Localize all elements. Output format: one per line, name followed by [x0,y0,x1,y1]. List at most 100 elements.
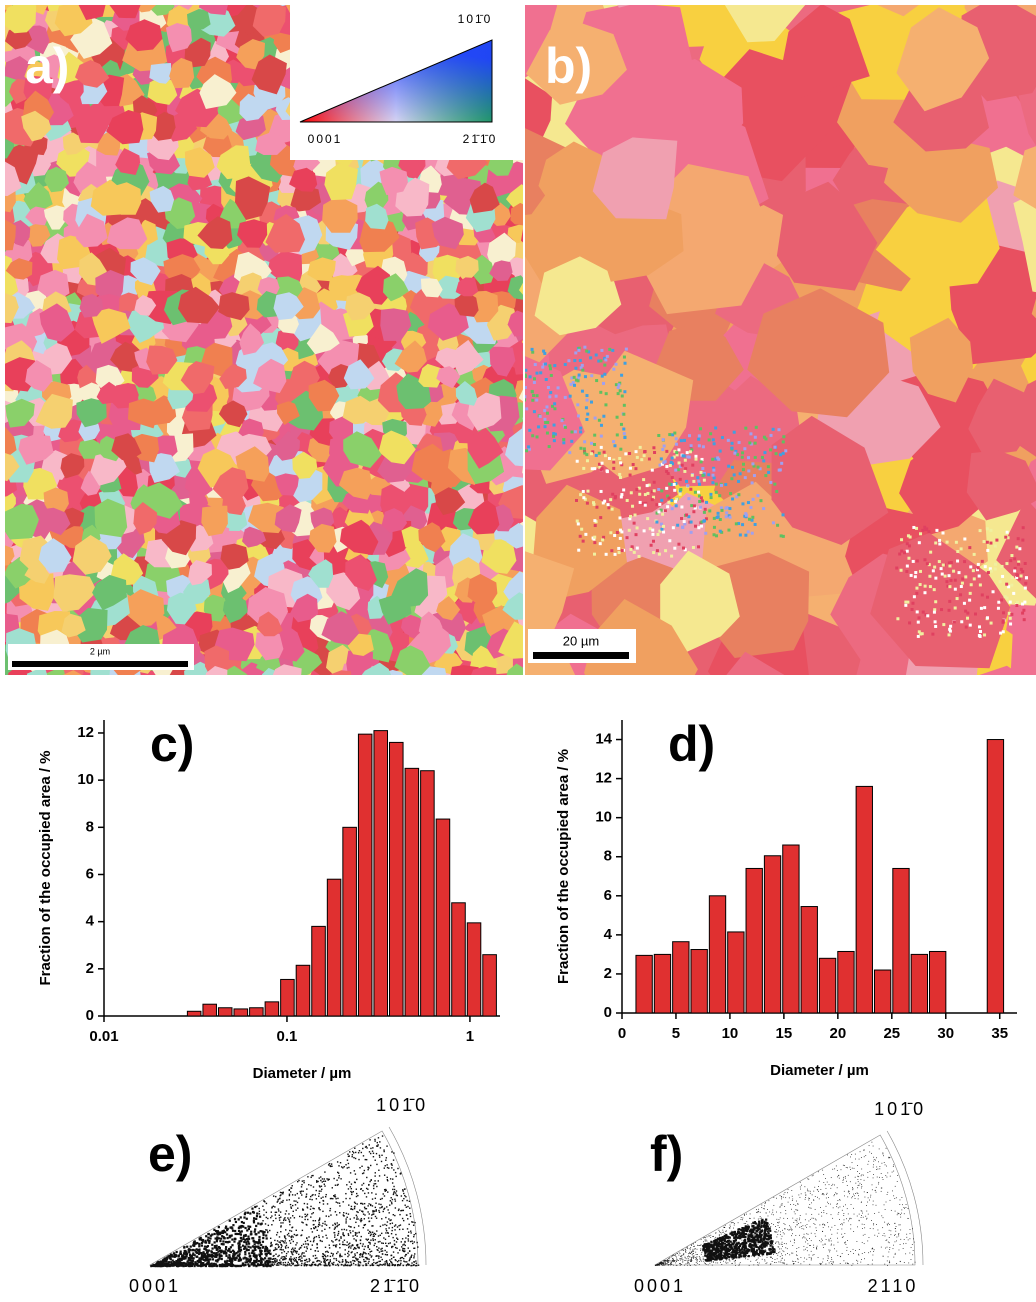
pole-dot [832,1218,833,1219]
pole-dot [381,1161,382,1162]
pole-dot [283,1218,284,1219]
grain [818,685,936,780]
noise-pixel [948,600,951,603]
pole-dot [391,1247,392,1248]
pole-dot [379,1212,380,1213]
pole-dot [378,1210,379,1211]
noise-pixel [585,394,588,397]
pole-dot [372,1151,373,1152]
pole-dot [379,1207,380,1208]
bar [203,1004,217,1016]
noise-pixel [727,529,730,532]
pole-dot [835,1192,836,1193]
noise-pixel [1005,562,1008,565]
pole-dot [393,1186,394,1187]
pole-dot [352,1230,353,1231]
pole-dot [809,1238,810,1239]
noise-pixel [640,458,643,461]
pole-dot [248,1243,250,1245]
pole-dot [209,1237,211,1239]
noise-pixel [581,390,584,393]
key-label: 0001 [308,132,343,146]
noise-pixel [609,531,612,534]
pole-dot [701,1252,702,1253]
pole-dot [690,1247,691,1248]
pole-dot [311,1265,312,1266]
pole-dot [388,1227,389,1228]
noise-pixel [934,625,937,628]
noise-pixel [938,542,941,545]
pole-dot [403,1198,404,1199]
grain [780,687,866,766]
pole-dot [251,1208,253,1210]
pole-dot [250,1231,252,1233]
noise-pixel [586,399,589,402]
noise-pixel [582,467,585,470]
noise-pixel [949,625,952,628]
pole-dot [771,1214,772,1215]
noise-pixel [662,438,665,441]
pole-dot [404,1241,405,1242]
pole-dot [778,1246,779,1247]
pole-dot [370,1235,371,1236]
noise-pixel [919,532,922,535]
pole-dot [377,1144,378,1145]
pole-dot [297,1263,298,1264]
pole-dot [408,1224,409,1225]
noise-pixel [677,448,680,451]
pole-dot [275,1218,276,1219]
noise-pixel [623,356,626,359]
pole-dot [292,1236,293,1237]
pole-dot [358,1247,359,1248]
pole-dot [217,1230,219,1232]
noise-pixel [980,607,983,610]
pole-dot [402,1238,403,1239]
pole-dot [302,1191,303,1192]
pole-dot [387,1209,388,1210]
noise-pixel [629,548,632,551]
noise-pixel [638,555,641,558]
pole-dot [238,1248,240,1250]
pole-dot [301,1253,302,1254]
pole-dot [219,1233,221,1235]
pole-dot [212,1255,214,1257]
bar [250,1008,264,1016]
pole-dot [230,1251,232,1253]
pole-dot [696,1260,697,1261]
bar [405,768,419,1016]
noise-pixel [719,530,722,533]
noise-pixel [618,516,621,519]
noise-pixel [667,501,670,504]
pole-dot [372,1205,373,1206]
pole-dot [290,1206,291,1207]
pole-dot [289,1224,290,1225]
pole-dot [409,1213,410,1214]
pole-dot [243,1264,245,1266]
pole-dot [323,1258,324,1259]
pole-dot [313,1240,314,1241]
pole-dot [304,1255,305,1256]
noise-pixel [904,601,907,604]
pole-dot [277,1240,278,1241]
pole-dot [334,1232,335,1233]
pole-dot [238,1255,240,1257]
pole-dot [281,1247,282,1248]
pole-dot [247,1246,249,1248]
noise-pixel [1010,554,1013,557]
pole-dot [283,1264,284,1265]
y-tick-label: 4 [86,913,95,930]
noise-pixel [948,628,951,631]
noise-pixel [602,382,605,385]
pole-dot [289,1195,290,1196]
pole-dot [373,1188,374,1189]
noise-pixel [914,571,917,574]
bar [819,958,835,1013]
noise-pixel [900,550,903,553]
noise-pixel [744,476,747,479]
pole-dot [271,1244,272,1245]
pole-dot [268,1225,269,1226]
noise-pixel [917,621,920,624]
pole-dot [810,1219,811,1220]
noise-pixel [676,524,679,527]
pole-dot [843,1165,844,1166]
